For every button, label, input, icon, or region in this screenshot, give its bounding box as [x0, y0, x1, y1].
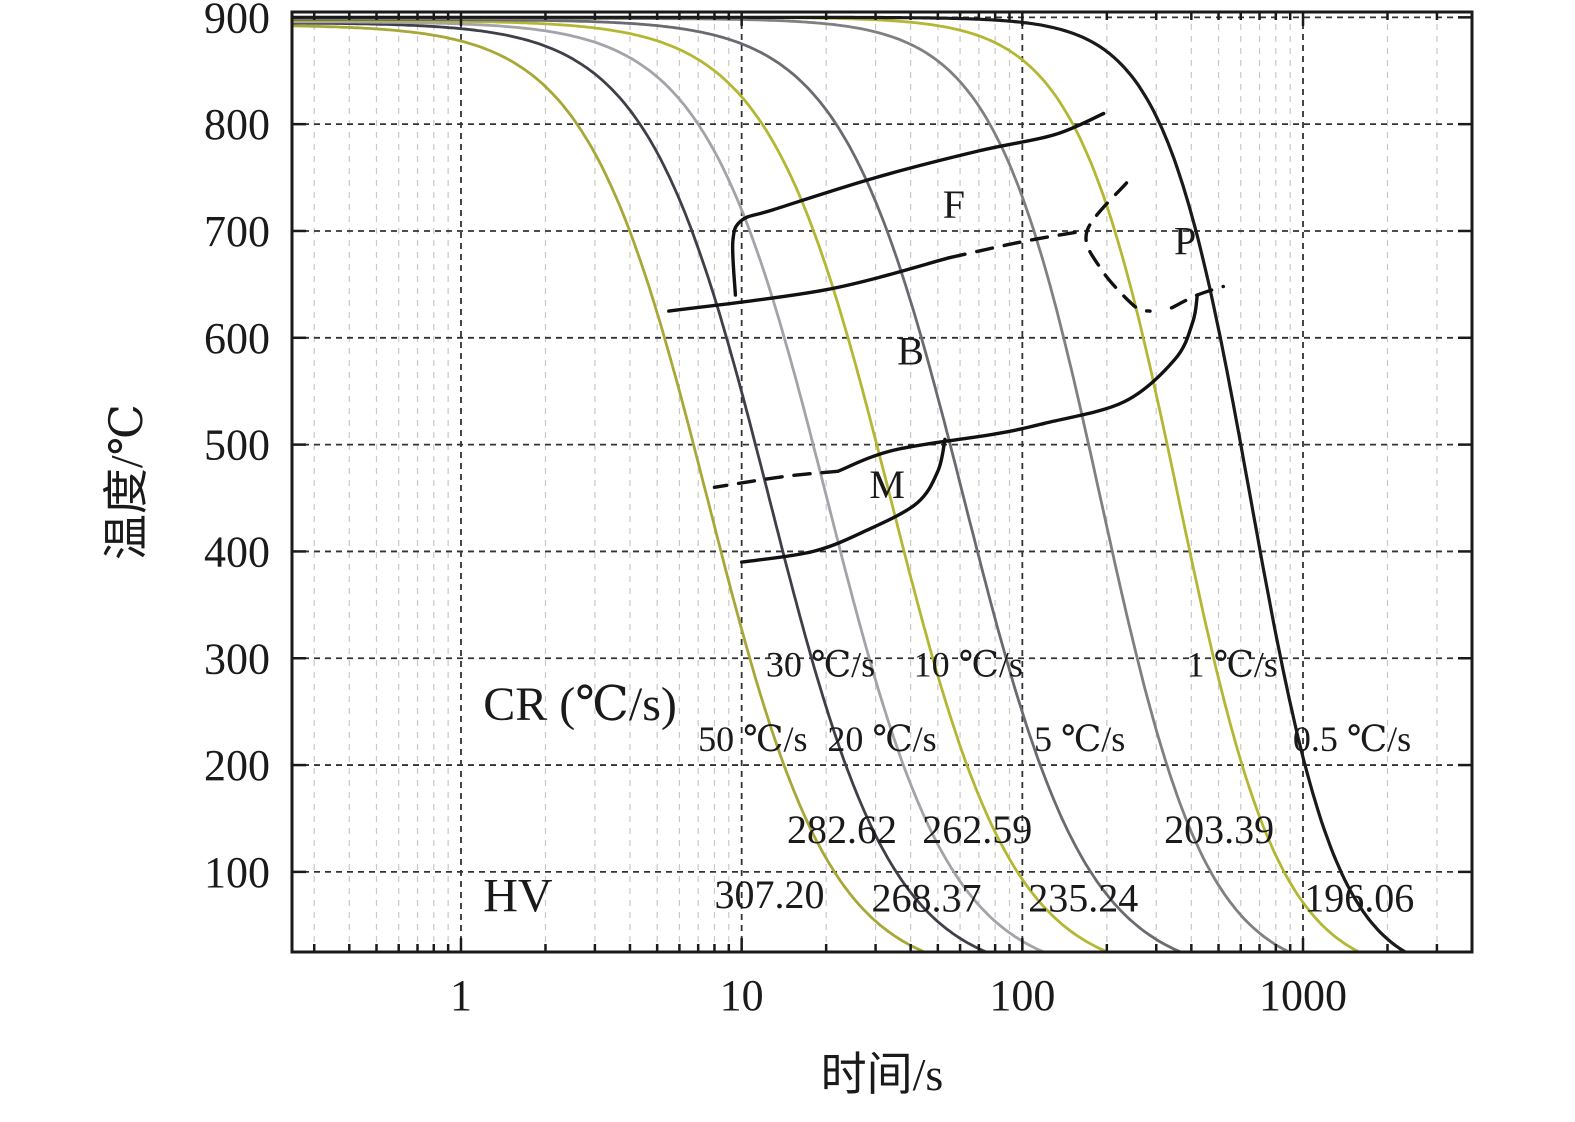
cooling-curve	[292, 24, 929, 952]
x-tick-label: 100	[989, 971, 1055, 1020]
annotation-label: 50 ℃/s	[698, 719, 807, 759]
annotation-label: 30 ℃/s	[766, 644, 875, 684]
annotation-label: 262.59	[922, 807, 1032, 852]
annotation-label: 196.06	[1304, 875, 1414, 920]
phase-label-f: F	[943, 182, 965, 227]
y-tick-label: 200	[204, 741, 270, 790]
annotation-label: 1 ℃/s	[1187, 644, 1278, 684]
y-tick-label: 600	[204, 314, 270, 363]
annotation-label: CR (℃/s)	[483, 678, 677, 731]
annotation-label: 307.20	[714, 872, 824, 917]
y-tick-label: 800	[204, 100, 270, 149]
y-tick-label: 500	[204, 421, 270, 470]
cooling-curve	[292, 18, 1185, 952]
x-tick-label: 1	[450, 971, 472, 1020]
x-tick-label: 1000	[1259, 971, 1347, 1020]
annotation-label: 282.62	[787, 807, 897, 852]
cooling-curve	[292, 20, 1048, 952]
y-axis-title: 温度/℃	[101, 404, 152, 560]
phase-label-p: P	[1174, 218, 1196, 263]
phase-boundary-f-start	[730, 111, 1106, 297]
phase-label-b: B	[897, 329, 924, 374]
phase-boundary-f-end	[667, 256, 952, 313]
grid	[292, 12, 1473, 952]
y-tick-label: 700	[204, 207, 270, 256]
phase-boundaries	[667, 111, 1225, 564]
phase-boundary-b-end-dashed	[712, 469, 840, 489]
phase-label-m: M	[869, 462, 905, 507]
annotations: F P B M CR (℃/s) HV 50 ℃/s 30 ℃/s 20 ℃/s 10 ℃/s 5 …	[483, 182, 1414, 922]
annotation-label: 235.24	[1028, 875, 1138, 920]
annotation-label: 5 ℃/s	[1034, 719, 1125, 759]
y-tick-label: 900	[204, 0, 270, 42]
x-axis-title: 时间/s	[821, 1049, 944, 1100]
y-tick-label: 100	[204, 848, 270, 897]
phase-boundary-m-boundary	[740, 437, 947, 564]
x-tick-label: 10	[720, 971, 764, 1020]
y-tick-label: 400	[204, 527, 270, 576]
phase-boundary-p-start	[1084, 181, 1152, 313]
cooling-curve	[292, 21, 990, 952]
cooling-curve	[292, 15, 1409, 952]
phase-boundary-b-end	[836, 293, 1199, 473]
axis-ticks: 1 10 100 1000 100 200 300 400 500 600 700 800 900	[204, 0, 1474, 1020]
annotation-label: 10 ℃/s	[914, 644, 1023, 684]
annotation-label: 0.5 ℃/s	[1293, 719, 1411, 759]
y-tick-label: 300	[204, 634, 270, 683]
annotation-label: 20 ℃/s	[827, 719, 936, 759]
cooling-curve	[292, 19, 1111, 952]
annotation-label: 203.39	[1164, 807, 1274, 852]
phase-boundary-f-end-dashed	[947, 229, 1086, 260]
annotation-label: 268.37	[871, 875, 981, 920]
plot-frame	[290, 10, 1474, 954]
annotation-label: HV	[483, 869, 553, 922]
